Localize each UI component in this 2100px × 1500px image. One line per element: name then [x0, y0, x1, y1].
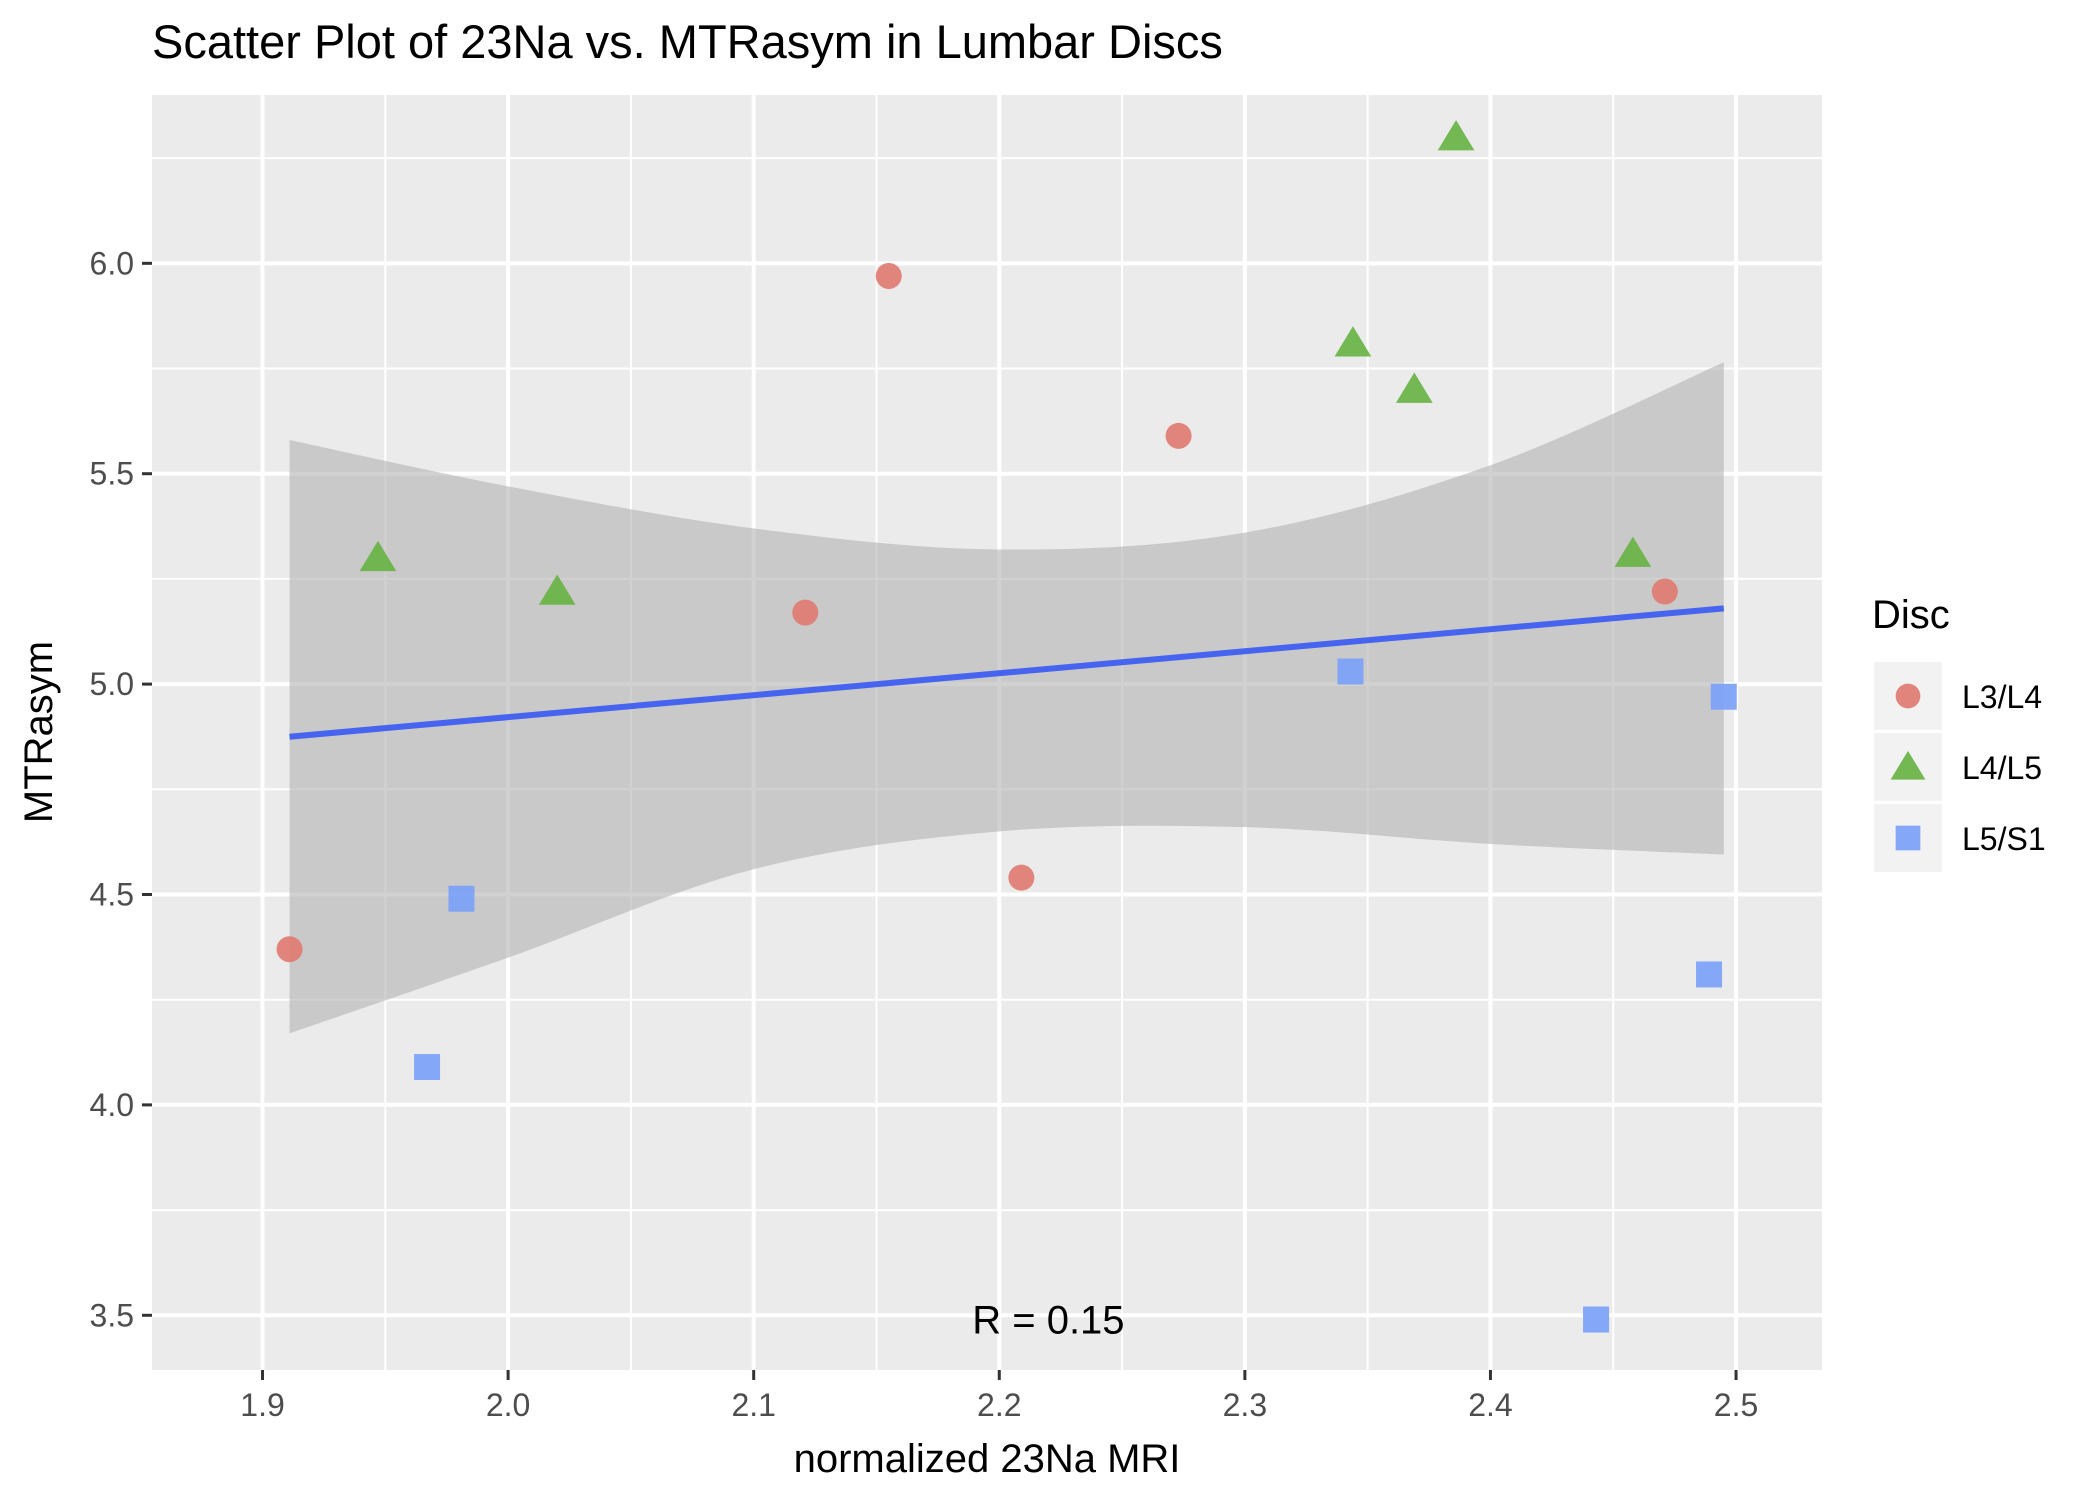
x-tick-label: 2.0: [486, 1387, 530, 1423]
legend-key-l4-l5: [1890, 750, 1926, 780]
x-tick-label: 1.9: [240, 1387, 284, 1423]
y-tick-label: 5.5: [90, 456, 134, 492]
y-tick-label: 5.0: [90, 666, 134, 702]
data-point-l3-l4: [1651, 578, 1678, 605]
confidence-band: [289, 362, 1724, 1034]
legend: Disc L3/L4 L4/L5 L5/S1: [1872, 593, 2046, 872]
data-point-l4-l5: [538, 574, 576, 605]
data-point-l3-l4: [276, 936, 303, 963]
data-point-l4-l5: [359, 540, 397, 572]
data-point-l5-s1: [414, 1054, 441, 1081]
data-point-l5-s1: [1696, 961, 1723, 988]
points-layer: [276, 120, 1737, 1333]
data-point-l3-l4: [792, 599, 819, 626]
x-tick-label: 2.1: [731, 1387, 775, 1423]
fit-line-layer: [289, 605, 1725, 740]
data-point-l5-s1: [1337, 658, 1364, 685]
correlation-annotation: R = 0.15: [972, 1299, 1124, 1343]
legend-key-l3-l4: [1895, 683, 1921, 709]
data-point-l4-l5: [1395, 372, 1433, 403]
y-tick-label: 4.0: [90, 1087, 134, 1123]
legend-label: L3/L4: [1962, 679, 2042, 715]
chart-title: Scatter Plot of 23Na vs. MTRasym in Lumb…: [152, 15, 1223, 68]
data-point-l5-s1: [1710, 683, 1737, 710]
x-tick-label: 2.5: [1714, 1387, 1758, 1423]
y-axis: 3.5 4.0 4.5 5.0 5.5 6.0: [90, 245, 152, 1333]
x-tick-label: 2.3: [1223, 1387, 1267, 1423]
y-axis-title: MTRasym: [17, 641, 61, 823]
legend-label: L5/S1: [1962, 821, 2046, 857]
legend-key-l5-s1: [1895, 825, 1921, 851]
y-tick-label: 4.5: [90, 877, 134, 913]
x-axis-title: normalized 23Na MRI: [794, 1437, 1181, 1481]
data-point-l5-s1: [1583, 1306, 1610, 1333]
data-point-l4-l5: [1334, 326, 1372, 357]
x-axis: 1.9 2.0 2.1 2.2 2.3 2.4 2.5: [240, 1370, 1758, 1423]
legend-label: L4/L5: [1962, 750, 2042, 786]
x-tick-label: 2.4: [1468, 1387, 1512, 1423]
x-tick-label: 2.2: [977, 1387, 1021, 1423]
confidence-band-layer: [289, 362, 1724, 1034]
data-point-l3-l4: [1165, 422, 1192, 449]
y-tick-label: 6.0: [90, 245, 134, 281]
y-tick-label: 3.5: [90, 1297, 134, 1333]
data-point-l4-l5: [1437, 120, 1475, 151]
regression-line: [289, 605, 1725, 740]
data-point-l4-l5: [1614, 536, 1652, 567]
data-point-l5-s1: [448, 885, 475, 912]
annotation-layer: R = 0.15: [972, 1299, 1124, 1343]
data-point-l3-l4: [1008, 864, 1035, 891]
data-point-l3-l4: [875, 262, 902, 289]
legend-title: Disc: [1872, 593, 1950, 637]
